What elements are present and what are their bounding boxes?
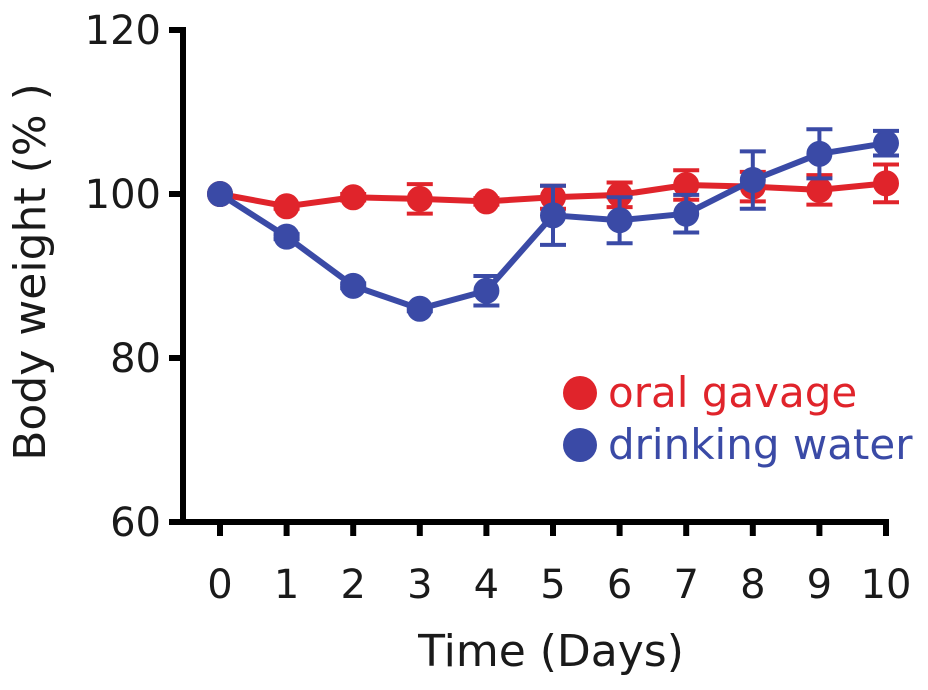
data-point (806, 176, 833, 203)
data-point (406, 295, 433, 322)
data-point (273, 193, 300, 220)
data-point (673, 200, 700, 227)
x-tick-label: 10 (861, 562, 912, 608)
series-layer (207, 127, 899, 322)
legend-marker (563, 428, 597, 462)
data-point (340, 184, 367, 211)
data-point (406, 185, 433, 212)
legend-label: oral gavage (608, 368, 857, 417)
x-tick-label: 6 (607, 562, 632, 608)
legend-label: drinking water (608, 420, 913, 469)
data-point (540, 202, 566, 229)
data-point (873, 130, 899, 157)
y-tick-label: 100 (85, 172, 161, 218)
x-tick-label: 0 (207, 562, 232, 608)
x-tick-label: 2 (340, 562, 365, 608)
x-tick-label: 1 (274, 562, 299, 608)
data-point (340, 272, 367, 299)
x-tick-label: 8 (740, 562, 765, 608)
data-point (739, 167, 766, 194)
x-tick-label: 7 (673, 562, 698, 608)
x-tick-label: 3 (407, 562, 432, 608)
legend-marker (563, 376, 597, 410)
data-point (207, 181, 233, 207)
x-tick-label: 9 (807, 562, 832, 608)
data-point (606, 207, 633, 234)
data-point (473, 277, 500, 304)
data-point (473, 188, 500, 215)
y-tick-label: 120 (85, 8, 161, 54)
axes: 60 80 100 120 0 1 2 3 4 5 6 7 8 9 10 (85, 8, 912, 608)
data-point (806, 140, 833, 167)
x-tick-label: 4 (474, 562, 499, 608)
data-point (273, 223, 300, 250)
x-tick-label: 5 (540, 562, 565, 608)
data-point (873, 170, 899, 197)
y-tick-label: 80 (110, 336, 161, 382)
y-axis-title: Body weight (% ) (5, 83, 56, 461)
x-axis-title: Time (Days) (417, 626, 684, 677)
series-drinking-water (207, 127, 899, 322)
y-tick-label: 60 (110, 500, 161, 546)
